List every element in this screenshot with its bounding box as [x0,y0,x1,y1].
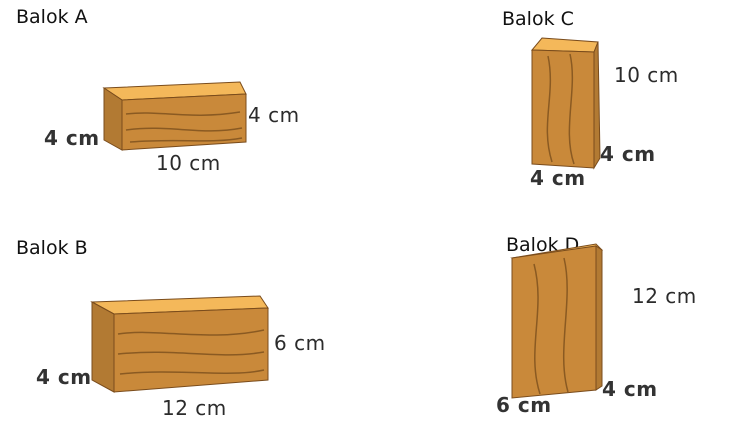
block-b-wood [90,295,269,393]
block-c-height-label: 10 cm [614,63,679,87]
block-c-front-label: 4 cm [530,166,586,190]
block-d-side-label: 4 cm [602,377,658,401]
block-c-wood [530,37,601,170]
block-d-wood [510,243,604,399]
block-c-title: Balok C [502,8,574,30]
block-b-length-label: 12 cm [162,396,227,420]
block-a-wood [102,81,247,151]
block-a-width-label: 4 cm [44,126,100,150]
block-c-side-label: 4 cm [600,142,656,166]
block-a-title: Balok A [16,6,88,28]
block-d-height-label: 12 cm [632,284,697,308]
block-d-front-label: 6 cm [496,393,552,417]
block-a-length-label: 10 cm [156,151,221,175]
block-b-title: Balok B [16,237,88,259]
block-a-height-label: 4 cm [248,103,300,127]
block-b-width-label: 4 cm [36,365,92,389]
block-b-height-label: 6 cm [274,331,326,355]
